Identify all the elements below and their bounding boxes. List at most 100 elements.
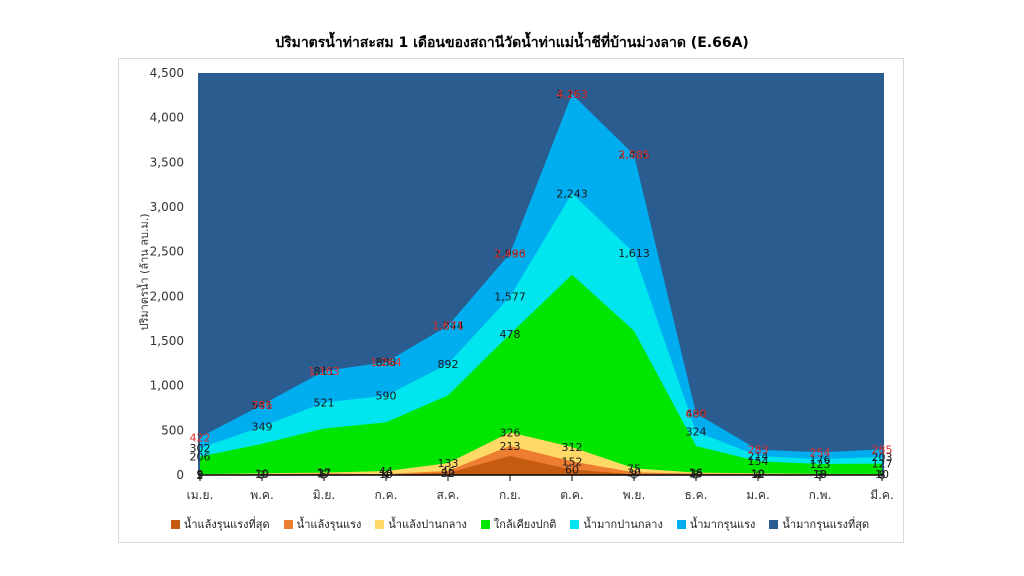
area-series-3: [200, 274, 882, 475]
data-label: 324: [686, 426, 707, 439]
data-label: 203: [872, 451, 893, 464]
legend-label: น้ำมากปานกลาง: [583, 518, 663, 531]
data-label: 10: [379, 468, 393, 481]
data-label: 3,153: [556, 88, 588, 101]
y-tick-label: 4,500: [150, 66, 184, 80]
data-label: 4: [755, 469, 762, 482]
data-label: 3: [817, 469, 824, 482]
data-label: 22: [441, 467, 455, 480]
data-label: 133: [438, 457, 459, 470]
data-label: 13: [813, 468, 827, 481]
x-tick-label: พ.ค.: [250, 488, 274, 502]
y-tick-label: 3,500: [150, 155, 184, 169]
data-label: 283: [748, 444, 769, 457]
legend-swatch: [480, 519, 490, 529]
y-tick-label: 0: [176, 468, 184, 482]
y-tick-label: 2,500: [150, 245, 184, 259]
data-label: 206: [190, 451, 211, 464]
data-label: 690: [686, 407, 707, 420]
y-tick-label: 2,000: [150, 289, 184, 303]
data-label: 214: [748, 450, 769, 463]
data-label: 786: [252, 399, 273, 412]
legend-swatch: [170, 519, 180, 529]
data-label: 1,264: [370, 356, 402, 369]
data-label: 1,996: [494, 247, 526, 260]
chart-title: ปริมาตรน้ำท่าสะสม 1 เดือนของสถานีวัดน้ำท…: [275, 35, 749, 51]
area-series-0: [200, 455, 882, 475]
data-label: 302: [190, 442, 211, 455]
legend-label: น้ำแล้งปานกลาง: [388, 518, 467, 531]
data-label: 4,263: [556, 88, 588, 101]
data-label: 3,585: [618, 149, 650, 162]
x-tick-label: ก.ย.: [499, 488, 521, 502]
legend-swatch: [769, 519, 779, 529]
x-tick-label: มิ.ย.: [313, 488, 336, 502]
x-tick-label: พ.ย.: [623, 488, 646, 502]
data-label: 285: [872, 444, 893, 457]
data-label: 4: [383, 469, 390, 482]
data-label: 1,577: [494, 291, 526, 304]
data-label: 10: [255, 468, 269, 481]
data-label: 30: [627, 466, 641, 479]
data-label: 19: [751, 467, 765, 480]
data-label: 3: [259, 469, 266, 482]
data-label: 1,671: [432, 320, 464, 333]
data-label: 46: [441, 465, 455, 478]
legend-swatch: [570, 519, 580, 529]
data-label: 213: [500, 440, 521, 453]
data-label: 127: [872, 458, 893, 471]
x-tick-label: ต.ค.: [560, 488, 583, 502]
data-label: 1,244: [432, 320, 464, 333]
x-tick-label: ก.ค.: [375, 488, 398, 502]
data-label: 60: [565, 464, 579, 477]
legend-swatch: [676, 519, 686, 529]
data-label: 486: [686, 407, 707, 420]
data-label: 1,613: [618, 247, 650, 260]
legend-swatch: [375, 519, 385, 529]
legend-swatch: [283, 519, 293, 529]
data-label: 2,480: [494, 247, 526, 260]
data-label: 811: [314, 365, 335, 378]
x-tick-label: เม.ย.: [187, 488, 214, 502]
data-label: 15: [689, 468, 703, 481]
legend-label: น้ำมากรุนแรงที่สุด: [782, 518, 870, 531]
legend-label: น้ำแล้งรุนแรง: [296, 518, 362, 531]
data-label: 2,486: [618, 149, 650, 162]
area-series-1: [200, 445, 882, 475]
legend-label: น้ำแล้งรุนแรงที่สุด: [183, 518, 270, 531]
data-label: 422: [190, 431, 211, 444]
data-label: 541: [252, 399, 273, 412]
data-label: 26: [689, 467, 703, 480]
y-axis-label: ปริมาตรน้ำ (ล้าน ลบ.ม.): [136, 213, 151, 330]
data-label: 349: [252, 421, 273, 434]
data-label: 478: [500, 328, 521, 341]
y-tick-label: 1,000: [150, 379, 184, 393]
legend-item: น้ำแล้งรุนแรง: [283, 515, 362, 533]
data-label: 3: [879, 469, 886, 482]
data-label: 326: [500, 426, 521, 439]
legend-label: น้ำมากรุนแรง: [689, 518, 756, 531]
y-tick-label: 500: [161, 423, 184, 437]
x-tick-label: ส.ค.: [437, 488, 460, 502]
data-label: 152: [562, 455, 583, 468]
y-tick-label: 1,500: [150, 334, 184, 348]
legend-item: น้ำแล้งรุนแรงที่สุด: [170, 515, 270, 533]
data-label: 154: [748, 455, 769, 468]
data-label: 9: [197, 468, 204, 481]
data-label: 892: [438, 358, 459, 371]
x-tick-label: ธ.ค.: [685, 488, 708, 502]
axes: 0 500 1,000 1,500 2,000 2,500 3,000 3,500 4,000 4…: [150, 66, 894, 502]
y-tick-label: 3,000: [150, 200, 184, 214]
legend-label: ใกล้เคียงปกติ: [493, 518, 557, 531]
data-label: 10: [813, 468, 827, 481]
x-tick-label: ก.พ.: [809, 488, 832, 502]
data-label: 2: [197, 469, 204, 482]
data-label: 8: [879, 468, 886, 481]
legend-item: ใกล้เคียงปกติ: [480, 515, 557, 533]
chart-frame: [118, 58, 904, 543]
data-label: 888: [376, 356, 397, 369]
data-label: 5: [197, 469, 204, 482]
data-label: 27: [317, 467, 331, 480]
x-tick-label: ม.ค.: [746, 488, 770, 502]
